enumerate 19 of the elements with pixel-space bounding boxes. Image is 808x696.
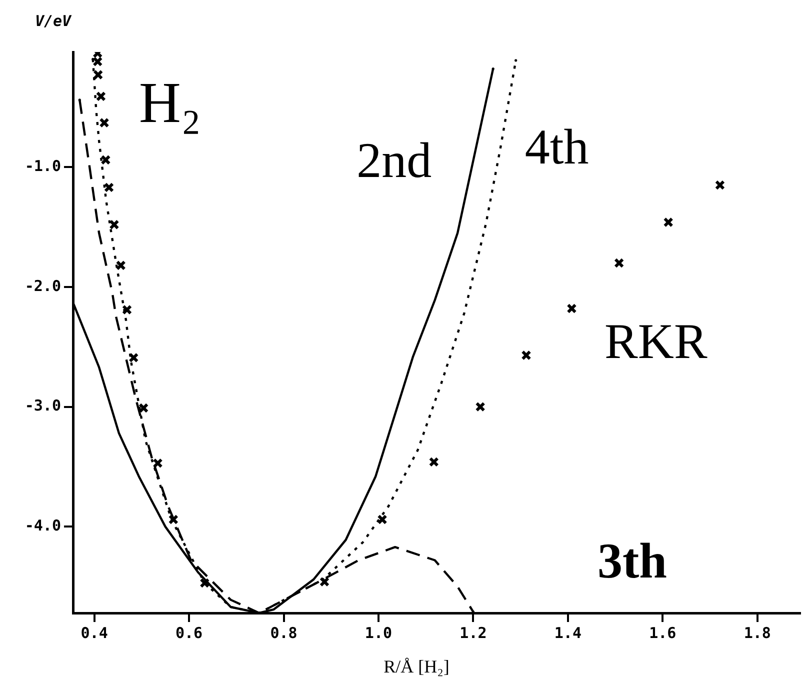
y-tick-label: -1.0 (24, 156, 61, 175)
series-label: 2nd (356, 132, 432, 188)
x-tick-label: 1.4 (554, 624, 582, 642)
y-tick-label: -2.0 (24, 276, 61, 295)
x-tick-label: 1.0 (364, 624, 392, 642)
x-tick-label: 0.4 (80, 624, 108, 642)
x-tick-label: 1.8 (744, 624, 771, 642)
y-tick-label: -4.0 (24, 516, 61, 535)
x-tick-label: 0.6 (175, 624, 203, 642)
series-label: RKR (604, 313, 708, 370)
series-label: 4th (524, 118, 589, 175)
x-axis-title: R/Å [H₂] (384, 656, 450, 677)
x-tick-label: 1.6 (649, 624, 676, 642)
text: 3th (597, 532, 668, 589)
x-tick-label: 1.2 (460, 624, 487, 642)
y-axis-title: V/eV (34, 12, 72, 30)
x-tick-label: 0.8 (270, 624, 298, 642)
y-tick-label: -3.0 (24, 396, 61, 415)
annotation: H₂ (139, 70, 202, 136)
